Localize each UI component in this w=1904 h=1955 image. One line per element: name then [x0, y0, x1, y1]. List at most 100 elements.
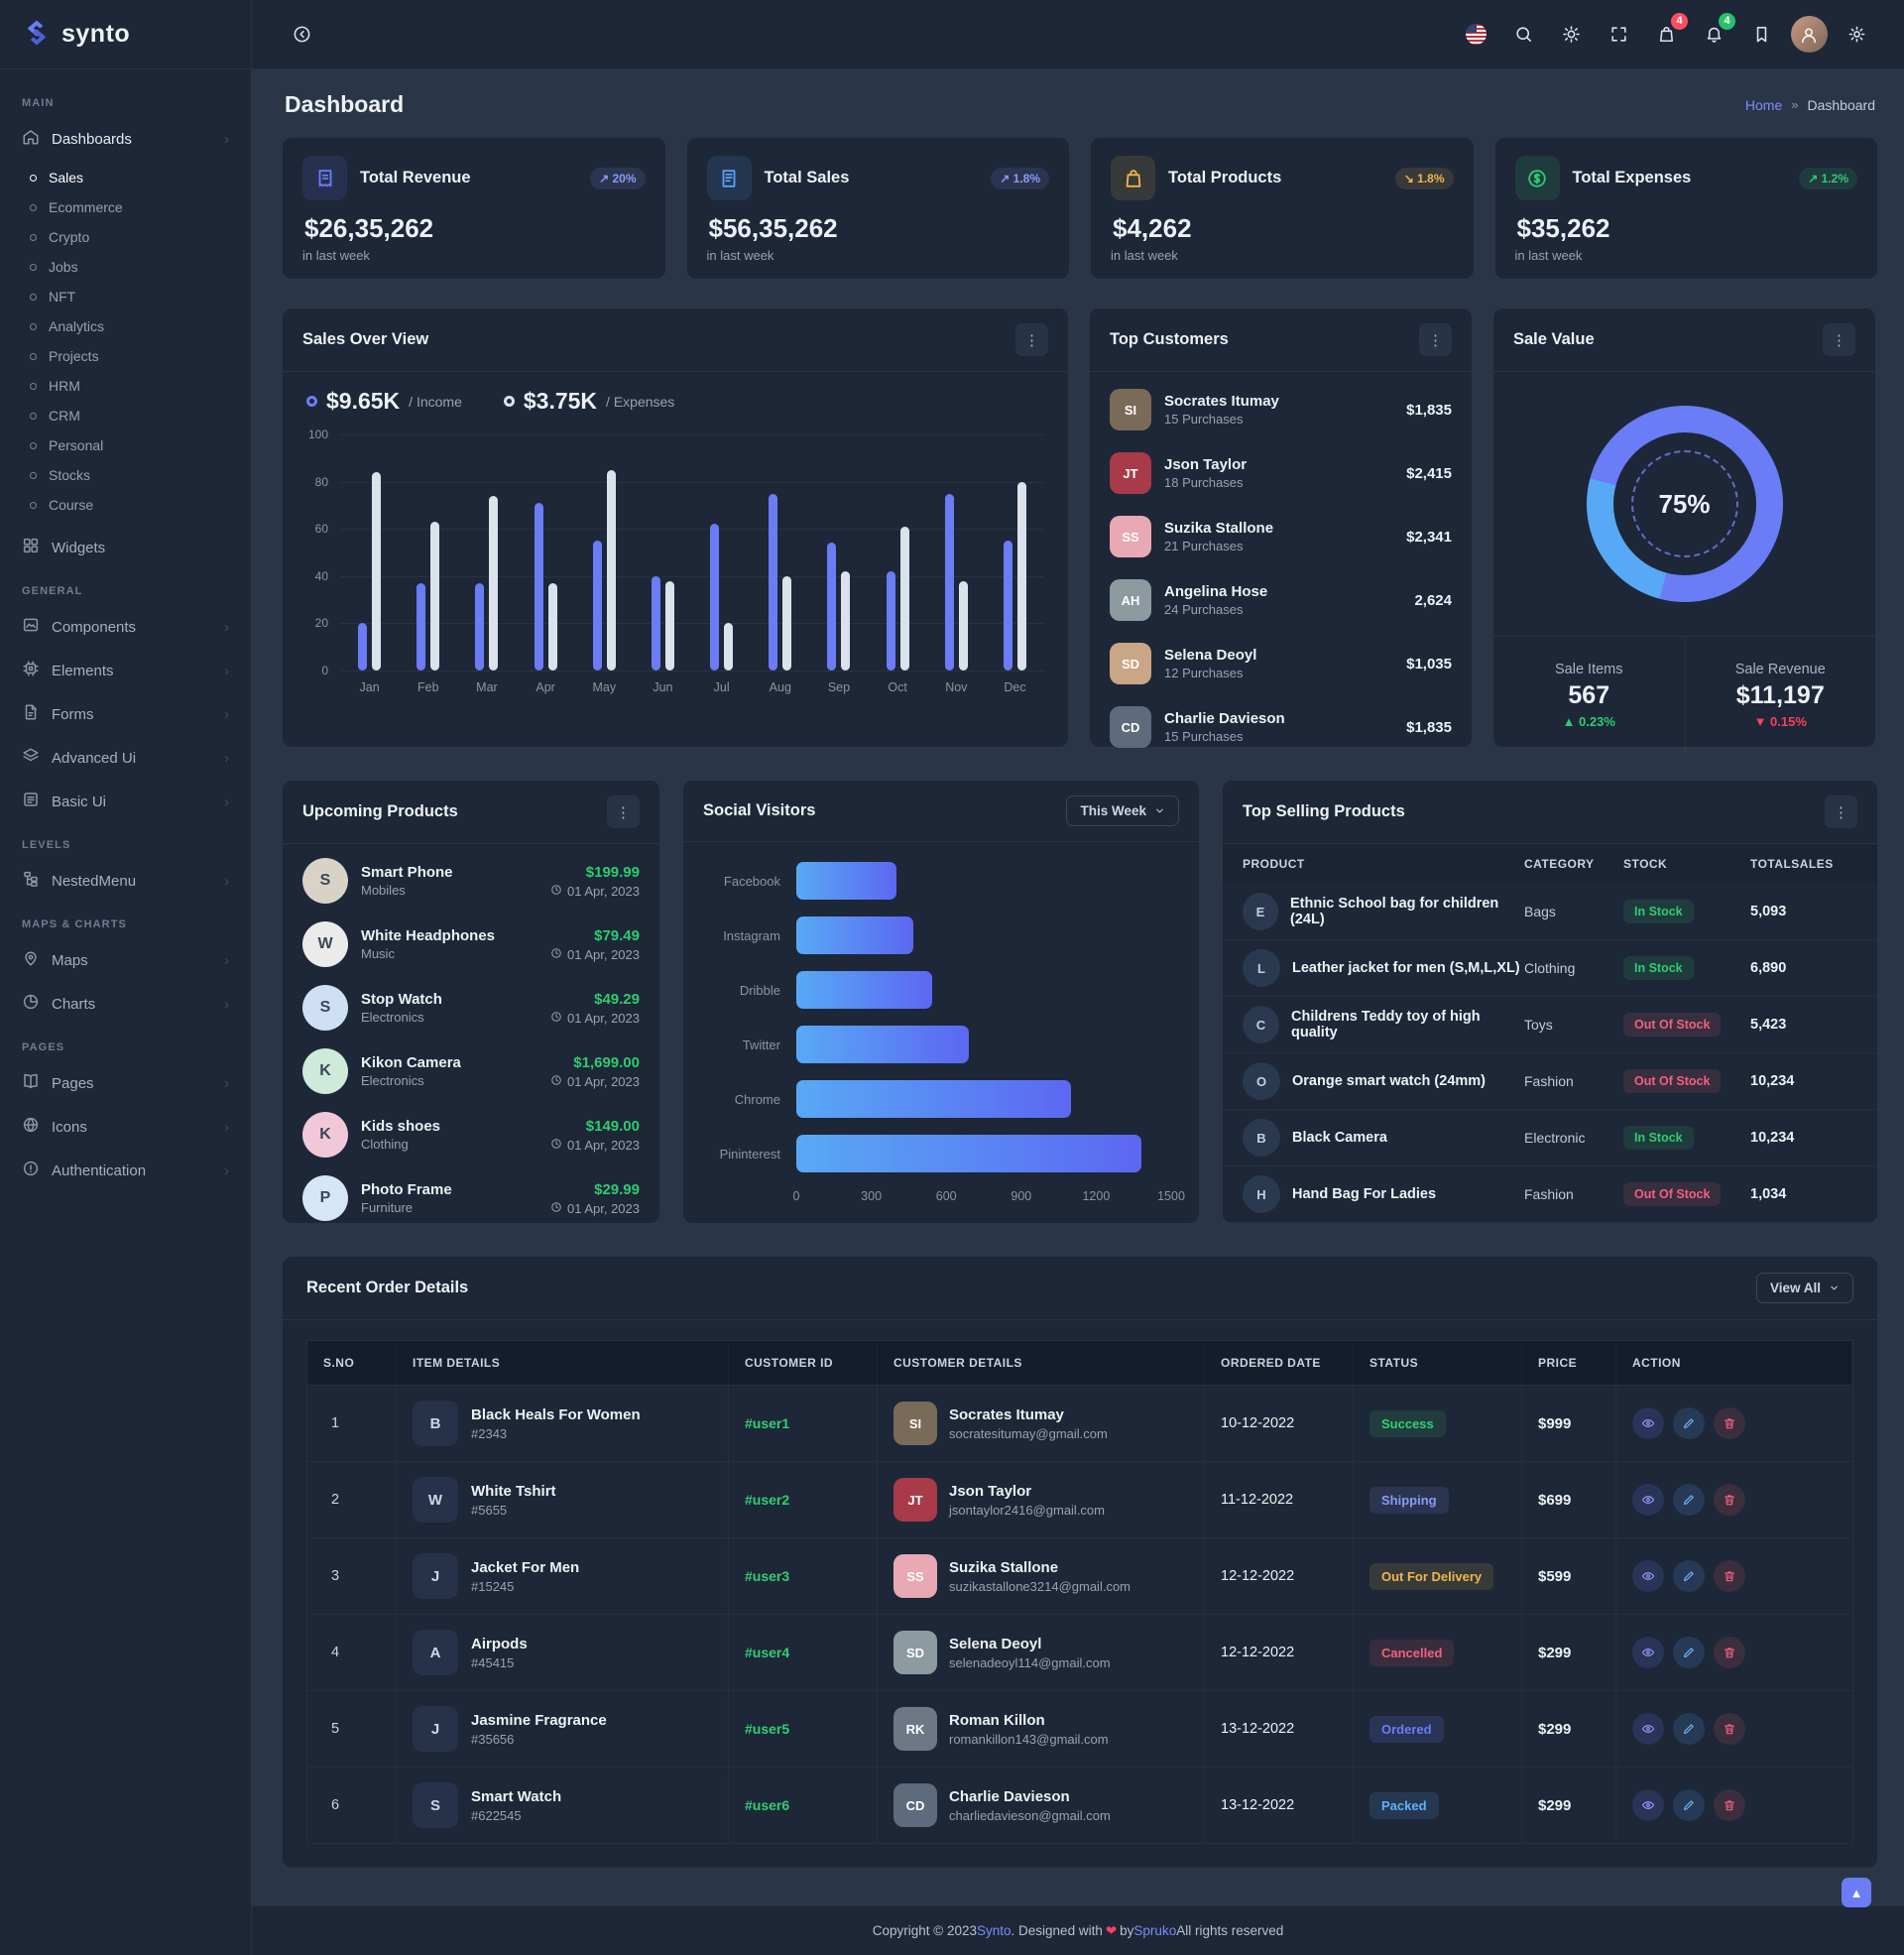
sidebar-item-components[interactable]: Components ›	[0, 605, 251, 649]
bell-icon[interactable]: 4	[1694, 12, 1735, 55]
delete-button[interactable]	[1714, 1637, 1745, 1668]
expenses-bar[interactable]	[606, 469, 616, 671]
income-bar[interactable]	[416, 582, 426, 671]
top-customers-menu-button[interactable]: ⋮	[1419, 323, 1452, 356]
edit-button[interactable]	[1673, 1789, 1705, 1821]
customer-id-link[interactable]: #user4	[745, 1645, 790, 1660]
income-bar[interactable]	[944, 493, 954, 671]
customer-id-link[interactable]: #user1	[745, 1415, 790, 1431]
income-bar[interactable]	[592, 541, 602, 671]
sidebar-item-elements[interactable]: Elements ›	[0, 649, 251, 692]
edit-button[interactable]	[1673, 1560, 1705, 1592]
sidebar-subitem-sales[interactable]: Sales	[0, 163, 251, 192]
sidebar-item-pages[interactable]: Pages ›	[0, 1061, 251, 1105]
expenses-bar[interactable]	[1016, 481, 1026, 671]
income-bar[interactable]	[827, 543, 837, 671]
customer-row[interactable]: JT Json Taylor 18 Purchases $2,415	[1090, 441, 1472, 505]
sun-icon[interactable]	[1551, 15, 1591, 55]
income-bar[interactable]	[358, 623, 368, 671]
view-button[interactable]	[1632, 1484, 1664, 1516]
menu-toggle-icon[interactable]	[282, 15, 321, 55]
fullscreen-icon[interactable]	[1599, 15, 1638, 55]
sidebar-item-charts[interactable]: Charts ›	[0, 982, 251, 1026]
search-icon[interactable]	[1503, 15, 1543, 55]
delete-button[interactable]	[1714, 1407, 1745, 1439]
expenses-bar[interactable]	[547, 582, 557, 671]
upcoming-product-row[interactable]: S Smart Phone Mobiles $199.99 01 Apr, 20…	[283, 849, 659, 913]
social-bar[interactable]	[796, 1135, 1141, 1172]
view-button[interactable]	[1632, 1637, 1664, 1668]
bookmark-icon[interactable]	[1741, 15, 1781, 55]
upcoming-product-row[interactable]: K Kikon Camera Electronics $1,699.00 01 …	[283, 1039, 659, 1103]
delete-button[interactable]	[1714, 1789, 1745, 1821]
breadcrumb-home-link[interactable]: Home	[1744, 96, 1783, 113]
income-bar[interactable]	[769, 493, 778, 671]
sidebar-item-dashboards[interactable]: Dashboards ›	[0, 117, 251, 161]
social-bar[interactable]	[796, 1080, 1072, 1118]
income-bar[interactable]	[710, 524, 720, 671]
view-all-dropdown[interactable]: View All	[1755, 1273, 1853, 1303]
brand-logo[interactable]: synto	[0, 0, 251, 69]
upcoming-product-row[interactable]: K Kids shoes Clothing $149.00 01 Apr, 20…	[283, 1103, 659, 1166]
footer-designer-link[interactable]: Spruko	[1133, 1923, 1177, 1938]
customer-row[interactable]: SD Selena Deoyl 12 Purchases $1,035	[1090, 632, 1472, 695]
expenses-bar[interactable]	[664, 580, 674, 671]
sidebar-item-basic-ui[interactable]: Basic Ui ›	[0, 780, 251, 823]
customer-id-link[interactable]: #user2	[745, 1492, 790, 1508]
top-selling-row[interactable]: L Leather jacket for men (S,M,L,XL) Clot…	[1223, 940, 1877, 997]
upcoming-product-row[interactable]: W White Headphones Music $79.49 01 Apr, …	[283, 913, 659, 976]
edit-button[interactable]	[1673, 1407, 1705, 1439]
customer-row[interactable]: SS Suzika Stallone 21 Purchases $2,341	[1090, 505, 1472, 568]
sidebar-subitem-jobs[interactable]: Jobs	[0, 252, 251, 282]
cart-icon[interactable]: 4	[1646, 12, 1688, 55]
income-bar[interactable]	[534, 503, 543, 671]
view-button[interactable]	[1632, 1407, 1664, 1439]
customer-row[interactable]: SI Socrates Itumay 15 Purchases $1,835	[1090, 378, 1472, 441]
sidebar-subitem-crypto[interactable]: Crypto	[0, 222, 251, 252]
social-bar[interactable]	[796, 916, 914, 954]
sidebar-subitem-analytics[interactable]: Analytics	[0, 311, 251, 341]
social-bar[interactable]	[796, 1026, 969, 1063]
view-button[interactable]	[1632, 1789, 1664, 1821]
expenses-bar[interactable]	[782, 575, 792, 671]
sidebar-subitem-crm[interactable]: CRM	[0, 401, 251, 430]
edit-button[interactable]	[1673, 1713, 1705, 1745]
sidebar-subitem-projects[interactable]: Projects	[0, 341, 251, 371]
footer-brand-link[interactable]: Synto	[977, 1923, 1012, 1938]
sale-value-menu-button[interactable]: ⋮	[1823, 323, 1855, 356]
sidebar-item-forms[interactable]: Forms ›	[0, 692, 251, 736]
expenses-bar[interactable]	[958, 580, 968, 671]
top-selling-row[interactable]: O Orange smart watch (24mm) Fashion Out …	[1223, 1053, 1877, 1110]
scroll-to-top-button[interactable]: ▲	[1842, 1878, 1871, 1907]
sidebar-item-icons[interactable]: Icons ›	[0, 1105, 251, 1149]
sales-overview-menu-button[interactable]: ⋮	[1015, 323, 1048, 356]
delete-button[interactable]	[1714, 1560, 1745, 1592]
edit-button[interactable]	[1673, 1637, 1705, 1668]
expenses-bar[interactable]	[489, 495, 499, 671]
sidebar-subitem-hrm[interactable]: HRM	[0, 371, 251, 401]
customer-row[interactable]: CD Charlie Davieson 15 Purchases $1,835	[1090, 695, 1472, 759]
top-selling-row[interactable]: E Ethnic School bag for children (24L) B…	[1223, 884, 1877, 940]
gear-icon[interactable]	[1837, 15, 1876, 55]
expenses-bar[interactable]	[899, 526, 909, 671]
sidebar-subitem-personal[interactable]: Personal	[0, 430, 251, 460]
sidebar-item-maps[interactable]: Maps ›	[0, 938, 251, 982]
sidebar-subitem-ecommerce[interactable]: Ecommerce	[0, 192, 251, 222]
customer-id-link[interactable]: #user3	[745, 1568, 790, 1584]
expenses-bar[interactable]	[372, 472, 382, 671]
customer-row[interactable]: AH Angelina Hose 24 Purchases 2,624	[1090, 568, 1472, 632]
social-bar[interactable]	[796, 971, 933, 1009]
sidebar-item-authentication[interactable]: Authentication ›	[0, 1149, 251, 1192]
delete-button[interactable]	[1714, 1484, 1745, 1516]
upcoming-products-menu-button[interactable]: ⋮	[607, 795, 640, 828]
top-selling-row[interactable]: B Black Camera Electronic In Stock 10,23…	[1223, 1110, 1877, 1166]
top-selling-row[interactable]: C Childrens Teddy toy of high quality To…	[1223, 997, 1877, 1053]
flag-icon[interactable]	[1456, 15, 1495, 55]
top-selling-row[interactable]: H Hand Bag For Ladies Fashion Out Of Sto…	[1223, 1166, 1877, 1223]
social-visitors-filter-dropdown[interactable]: This Week	[1066, 795, 1179, 826]
view-button[interactable]	[1632, 1713, 1664, 1745]
top-selling-menu-button[interactable]: ⋮	[1825, 795, 1857, 828]
income-bar[interactable]	[475, 582, 485, 671]
upcoming-product-row[interactable]: P Photo Frame Furniture $29.99 01 Apr, 2…	[283, 1166, 659, 1230]
delete-button[interactable]	[1714, 1713, 1745, 1745]
